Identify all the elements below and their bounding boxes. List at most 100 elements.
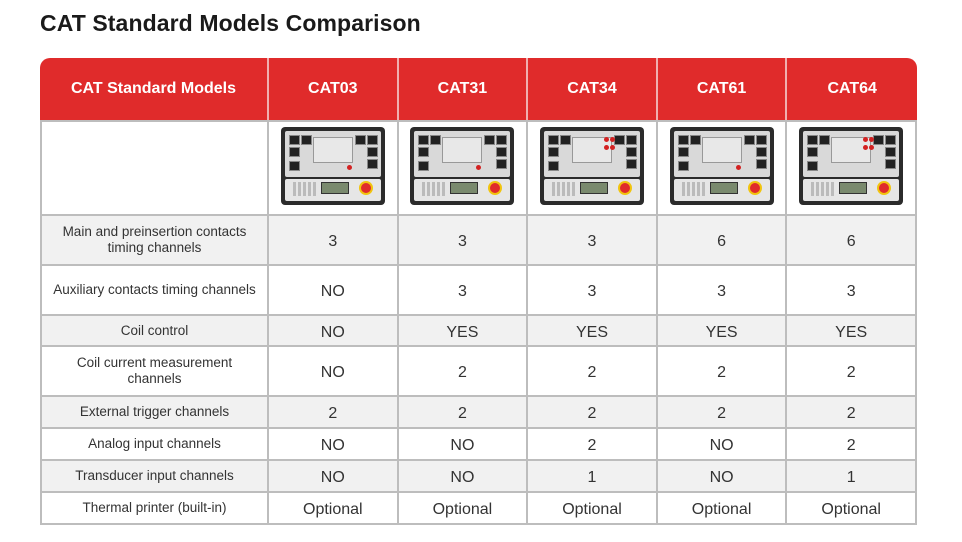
table-row: External trigger channels 2 2 2 2 2 [40, 397, 917, 429]
value-text: NO [709, 437, 734, 454]
value-cell: NO [657, 429, 788, 461]
model-header: CAT03 [269, 58, 399, 120]
value-cell: 3 [398, 216, 529, 266]
value-text: NO [709, 469, 734, 486]
value-cell: 1 [528, 461, 658, 493]
value-text: 2 [846, 364, 856, 381]
feature-label: Thermal printer (built-in) [40, 493, 269, 525]
value-text: 2 [457, 364, 467, 381]
value-text: 3 [457, 283, 467, 300]
model-header: CAT34 [528, 58, 658, 120]
value-text: 3 [328, 233, 338, 250]
device-image [539, 126, 644, 205]
value-text: 3 [587, 233, 597, 250]
model-header: CAT64 [787, 58, 917, 120]
value-text: NO [320, 364, 345, 381]
device-image-cell [398, 120, 529, 216]
comparison-table: CAT Standard Models CAT03 CAT31 CAT34 CA… [40, 58, 917, 525]
table-row: Main and preinsertion contacts timing ch… [40, 216, 917, 266]
value-cell: Optional [657, 493, 788, 525]
value-text: NO [320, 323, 345, 341]
value-text: 2 [457, 405, 467, 422]
value-cell: 2 [657, 397, 788, 429]
value-cell: 3 [398, 266, 529, 316]
table-row: Analog input channels NO NO 2 NO 2 [40, 429, 917, 461]
value-cell: 2 [787, 347, 917, 397]
value-text: NO [320, 283, 345, 300]
empty-cell [40, 120, 269, 216]
value-text: 2 [587, 364, 597, 381]
value-text: YES [705, 323, 738, 341]
value-text: Optional [303, 501, 363, 518]
value-cell: YES [528, 316, 658, 347]
value-text: Optional [562, 501, 622, 518]
feature-label: Coil control [40, 316, 269, 347]
comparison-table-wrapper: CAT Standard Models CAT03 CAT31 CAT34 CA… [40, 58, 917, 525]
value-text: 2 [587, 437, 597, 454]
device-image [669, 126, 774, 205]
value-text: 2 [846, 405, 856, 422]
value-cell: 2 [528, 347, 658, 397]
value-cell: 2 [398, 347, 529, 397]
value-text: Optional [432, 501, 493, 518]
value-cell: NO [398, 429, 529, 461]
value-cell: 6 [657, 216, 788, 266]
value-cell: YES [787, 316, 917, 347]
value-text: YES [446, 323, 479, 341]
value-text: 3 [587, 283, 597, 300]
value-cell: 2 [787, 429, 917, 461]
device-image [280, 126, 385, 205]
value-cell: NO [269, 316, 399, 347]
device-image [410, 126, 515, 205]
value-cell: 6 [787, 216, 917, 266]
value-text: 2 [717, 405, 727, 422]
table-row: Auxiliary contacts timing channels NO 3 3 3 3 [40, 266, 917, 316]
value-cell: Optional [528, 493, 658, 525]
table-row: Coil current measurement channels NO 2 2 2 2 [40, 347, 917, 397]
value-text: 2 [587, 405, 597, 422]
value-cell: 3 [657, 266, 788, 316]
device-image [799, 126, 904, 205]
value-text: 2 [717, 364, 727, 381]
value-cell: Optional [787, 493, 917, 525]
value-cell: NO [269, 347, 399, 397]
value-text: 3 [846, 283, 856, 300]
page-title: CAT Standard Models Comparison [40, 10, 421, 36]
value-cell: 2 [398, 397, 529, 429]
value-text: YES [835, 323, 868, 341]
value-cell: 2 [657, 347, 788, 397]
value-text: 3 [457, 233, 467, 250]
feature-label: Auxiliary contacts timing channels [40, 266, 269, 316]
feature-label: Transducer input channels [40, 461, 269, 493]
feature-label: External trigger channels [40, 397, 269, 429]
feature-label: Coil current measurement channels [40, 347, 269, 397]
value-text: YES [575, 323, 608, 341]
value-cell: 3 [787, 266, 917, 316]
value-cell: NO [657, 461, 788, 493]
value-text: NO [450, 437, 475, 454]
value-cell: 3 [528, 216, 658, 266]
image-row [40, 120, 917, 216]
value-cell: Optional [269, 493, 399, 525]
header-label: CAT Standard Models [40, 58, 269, 120]
value-cell: 1 [787, 461, 917, 493]
value-cell: YES [398, 316, 529, 347]
device-image-cell [657, 120, 788, 216]
value-text: 3 [717, 283, 727, 300]
value-cell: 2 [528, 429, 658, 461]
value-text: 1 [846, 469, 856, 486]
value-cell: 2 [787, 397, 917, 429]
device-image-cell [269, 120, 399, 216]
value-cell: 2 [528, 397, 658, 429]
table-row: Transducer input channels NO NO 1 NO 1 [40, 461, 917, 493]
value-cell: NO [398, 461, 529, 493]
value-text: 6 [717, 233, 727, 250]
value-cell: NO [269, 429, 399, 461]
value-cell: 3 [528, 266, 658, 316]
value-cell: Optional [398, 493, 529, 525]
feature-label: Main and preinsertion contacts timing ch… [40, 216, 269, 266]
value-text: NO [320, 469, 345, 486]
model-header: CAT61 [657, 58, 788, 120]
table-row: Thermal printer (built-in) Optional Option… [40, 493, 917, 525]
